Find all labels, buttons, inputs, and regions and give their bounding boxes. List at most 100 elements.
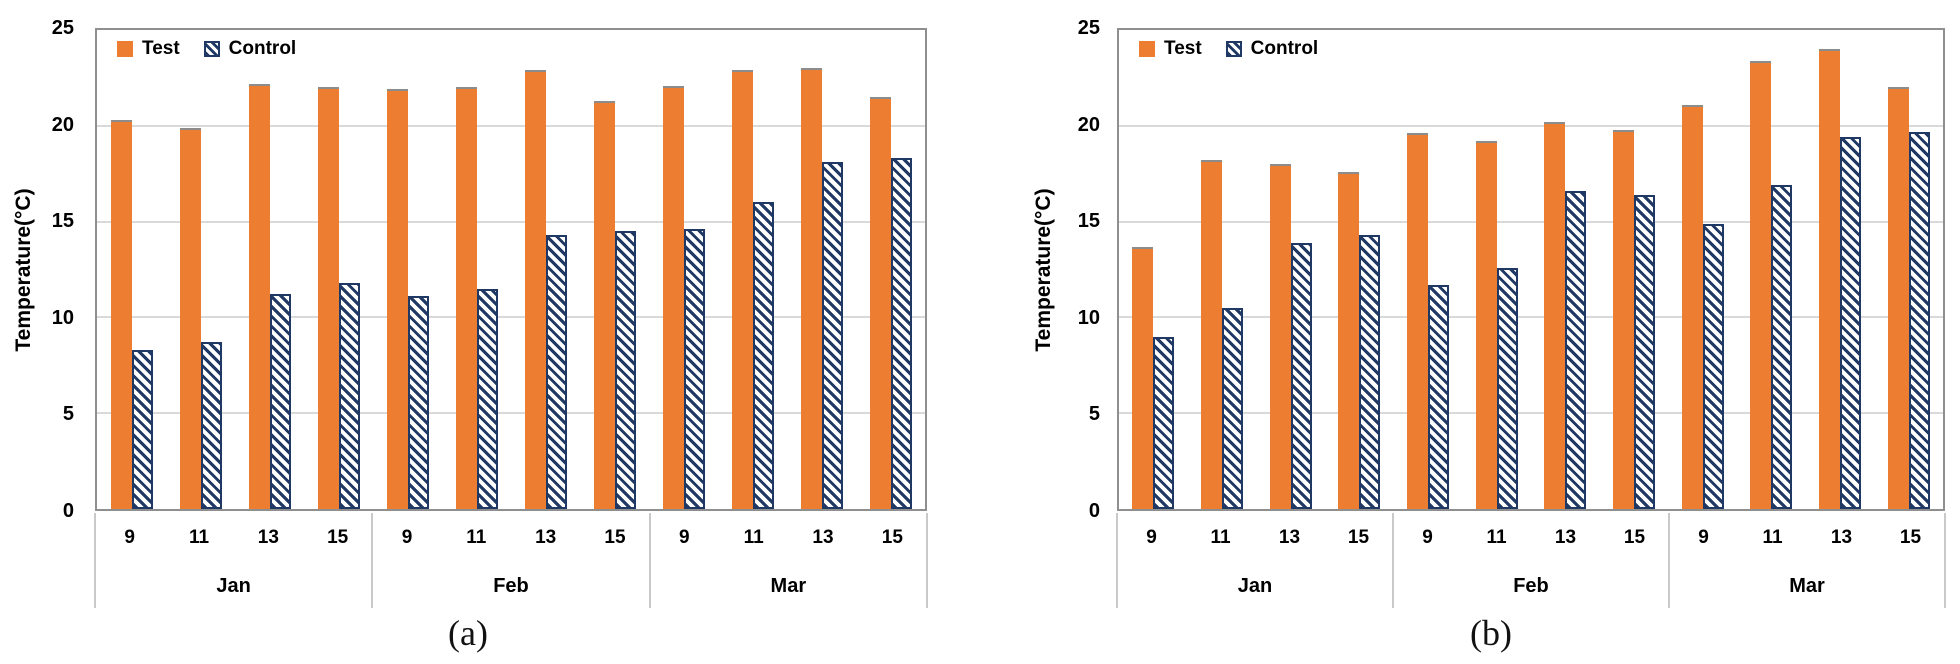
bar-control-feb-11 — [1496, 267, 1518, 509]
x-tick-hour: 11 — [1762, 527, 1783, 548]
gridline — [97, 316, 925, 319]
bar-test-jan-9 — [1132, 246, 1154, 509]
bar-test-jan-11 — [179, 127, 201, 509]
legend-b: Test Control — [1139, 38, 1318, 60]
month-separator — [1392, 513, 1394, 608]
bar-test-jan-15 — [317, 87, 339, 509]
bar-test-mar-11 — [731, 70, 753, 509]
bar-test-feb-11 — [1475, 141, 1497, 509]
plot-area-a — [95, 28, 927, 511]
bar-control-mar-9 — [1702, 223, 1724, 509]
bar-control-mar-15 — [890, 158, 912, 509]
bar-test-mar-11 — [1750, 60, 1772, 509]
test-swatch-icon — [1139, 41, 1155, 57]
bar-test-feb-11 — [455, 87, 477, 509]
y-tick-label: 20 — [51, 113, 74, 136]
bar-control-mar-13 — [821, 162, 843, 509]
month-separator — [94, 513, 96, 608]
bar-control-mar-11 — [1771, 185, 1793, 509]
y-tick-label: 5 — [62, 403, 74, 426]
bar-test-jan-11 — [1201, 160, 1222, 509]
bar-control-mar-11 — [752, 202, 774, 509]
bar-control-jan-9 — [1153, 336, 1175, 509]
bar-control-feb-13 — [545, 235, 567, 509]
bar-test-feb-9 — [386, 89, 408, 509]
bar-control-jan-15 — [338, 282, 360, 509]
bar-test-feb-15 — [1613, 129, 1634, 509]
bar-test-jan-13 — [248, 83, 270, 509]
x-tick-hour: 15 — [1899, 527, 1922, 548]
bar-control-jan-13 — [269, 294, 291, 509]
y-tick-label: 20 — [1077, 113, 1100, 136]
gridline — [1119, 316, 1943, 319]
x-group-label-feb: Feb — [493, 575, 529, 597]
subfigure-caption-b: (b) — [1470, 613, 1512, 653]
x-group-label-mar: Mar — [1789, 575, 1825, 597]
bar-control-jan-13 — [1290, 242, 1312, 509]
y-tick-label: 25 — [51, 17, 74, 39]
legend-item-control: Control — [1225, 38, 1319, 60]
x-tick-hour: 11 — [466, 527, 487, 548]
x-tick-hour: 11 — [743, 527, 764, 548]
x-tick-hour: 13 — [535, 527, 557, 548]
x-tick-hour: 13 — [1554, 527, 1577, 548]
legend-label-test: Test — [1164, 38, 1202, 59]
bar-test-mar-15 — [869, 97, 891, 509]
x-tick-hour: 15 — [881, 527, 903, 548]
bar-test-jan-13 — [1269, 164, 1291, 509]
x-group-label-feb: Feb — [1513, 575, 1549, 597]
bar-test-mar-13 — [1819, 49, 1840, 509]
bar-control-jan-9 — [131, 349, 153, 509]
bar-test-jan-9 — [110, 120, 132, 509]
month-separator — [648, 513, 651, 608]
month-separator — [1116, 513, 1118, 608]
plot-area-b — [1117, 28, 1945, 511]
bar-control-jan-11 — [200, 342, 222, 509]
legend-label-test: Test — [142, 38, 180, 59]
x-tick-hour: 9 — [1146, 527, 1157, 548]
gridline — [1119, 124, 1943, 127]
y-tick-label: 15 — [51, 210, 74, 233]
y-tick-label: 10 — [1077, 306, 1100, 329]
bar-control-feb-11 — [476, 288, 498, 509]
legend-a: Test Control — [117, 38, 296, 60]
y-tick-label: 15 — [1077, 210, 1100, 233]
legend-item-control: Control — [203, 38, 296, 60]
legend-label-control: Control — [1250, 38, 1319, 59]
y-tick-label: 10 — [51, 306, 74, 329]
x-tick-hour: 9 — [1422, 527, 1433, 548]
x-tick-hour: 9 — [401, 527, 413, 548]
x-group-label-jan: Jan — [216, 575, 251, 597]
x-tick-hour: 11 — [1486, 527, 1507, 548]
x-tick-hour: 9 — [124, 527, 135, 548]
gridline — [97, 412, 925, 415]
bar-control-feb-15 — [614, 231, 636, 509]
bar-control-feb-9 — [407, 296, 429, 509]
bar-control-jan-11 — [1222, 307, 1243, 509]
bar-test-feb-15 — [593, 100, 615, 509]
bar-test-mar-9 — [1681, 104, 1703, 509]
bar-test-feb-9 — [1407, 133, 1428, 509]
y-tick-label: 25 — [1077, 17, 1100, 39]
x-tick-hour: 15 — [1623, 527, 1646, 548]
test-swatch-icon — [117, 41, 133, 57]
gridline — [97, 124, 925, 127]
bar-test-feb-13 — [524, 70, 546, 509]
x-tick-hour: 11 — [1210, 527, 1231, 548]
month-separator — [371, 513, 374, 608]
control-swatch-icon — [1225, 41, 1242, 57]
bar-control-feb-13 — [1565, 190, 1587, 509]
bar-control-mar-9 — [683, 229, 705, 509]
x-tick-hour: 15 — [604, 527, 626, 548]
x-group-label-jan: Jan — [1237, 575, 1273, 597]
bar-test-mar-9 — [662, 85, 684, 509]
legend-item-test: Test — [1139, 38, 1202, 60]
legend-item-test: Test — [117, 38, 180, 60]
bar-test-mar-15 — [1887, 87, 1909, 509]
subfigure-caption-a: (a) — [448, 613, 488, 653]
bar-control-mar-15 — [1908, 131, 1930, 509]
x-tick-hour: 13 — [1830, 527, 1853, 548]
bar-test-feb-13 — [1544, 121, 1566, 509]
x-tick-hour: 13 — [257, 527, 279, 548]
